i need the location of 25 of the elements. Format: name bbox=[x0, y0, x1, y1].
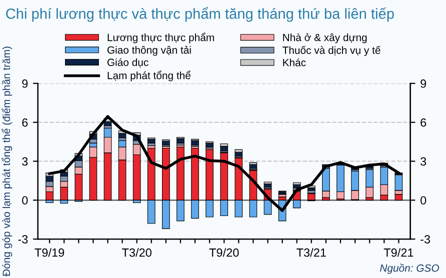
y-tick-label: 3 bbox=[22, 157, 28, 166]
legend-label: Thuốc và dịch vụ y tế bbox=[282, 46, 381, 56]
y2-tick-label: -3 bbox=[420, 235, 430, 244]
x-tick-label: T9/19 bbox=[34, 248, 64, 257]
x-tick-label: T9/21 bbox=[384, 248, 414, 257]
legend-label: Nhà ở & xây dựng bbox=[283, 33, 367, 44]
legend-label: Lương thực thực phẩm bbox=[108, 32, 214, 44]
y-tick-label: -3 bbox=[18, 235, 28, 244]
x-tick-label: T3/20 bbox=[122, 248, 152, 257]
legend-label: Giao thông vận tải bbox=[107, 46, 191, 56]
y2-tick-label: 9 bbox=[420, 79, 426, 88]
chart-title: Chi phí lương thực và thực phẩm tăng tháng thứ ba liên tiếp bbox=[6, 6, 394, 22]
x-tick-label: T9/20 bbox=[209, 248, 239, 257]
legend-label: Khác bbox=[283, 58, 306, 66]
text: Nguồn: GSO bbox=[380, 264, 440, 274]
y-tick-label: 0 bbox=[22, 196, 28, 205]
y2-tick-label: 0 bbox=[420, 196, 426, 205]
y-tick-label: 6 bbox=[22, 118, 28, 127]
y2-tick-label: 3 bbox=[420, 157, 426, 166]
y2-tick-label: 6 bbox=[420, 118, 426, 127]
y-axis-title: Đóng góp vào lạm phát tổng thể (điểm phần trăm) bbox=[2, 46, 12, 276]
y-tick-label: 9 bbox=[22, 79, 28, 88]
legend-label: Giáo dục bbox=[107, 58, 148, 68]
legend-label: Lạm phát tổng thể bbox=[108, 70, 190, 82]
x-tick-label: T3/21 bbox=[296, 248, 326, 257]
